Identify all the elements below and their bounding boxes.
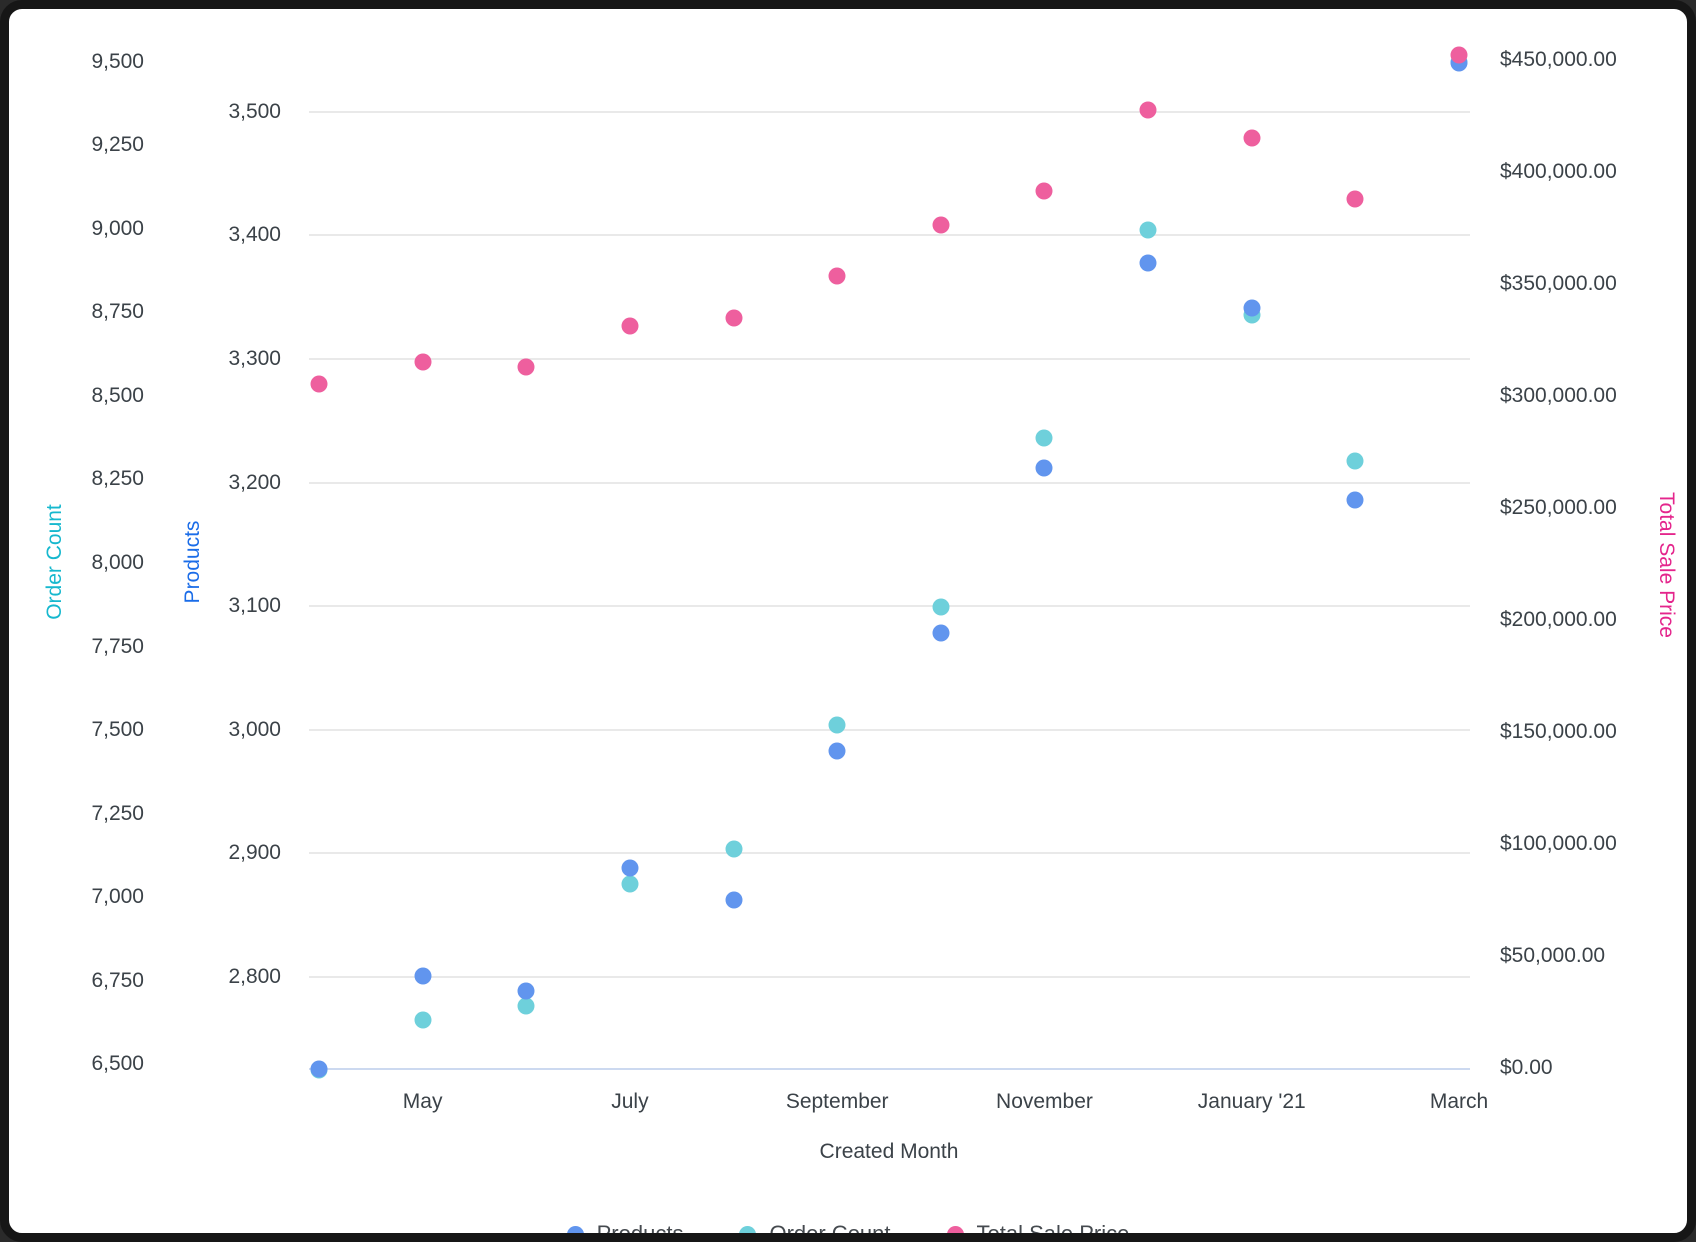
gridline: [309, 481, 1470, 484]
x-tick-label: May: [402, 1090, 443, 1113]
order-count-point[interactable]: [932, 598, 950, 616]
products-tick-label: 3,200: [228, 470, 281, 494]
total-sale-price-tick-label: $50,000.00: [1500, 944, 1606, 967]
chart-legend: Products Order Count Total Sale Price: [9, 1221, 1687, 1242]
legend-swatch-icon: [946, 1225, 964, 1233]
order-count-point[interactable]: [1139, 221, 1157, 239]
products-point[interactable]: [1346, 491, 1364, 509]
total-sale-price-point[interactable]: [310, 375, 328, 393]
order-count-tick-label: 8,750: [91, 300, 144, 324]
products-tick-label: 2,900: [228, 841, 281, 865]
products-point[interactable]: [1035, 459, 1053, 477]
products-point[interactable]: [414, 967, 432, 985]
products-tick-label: 3,400: [228, 223, 281, 247]
x-tick-label: March: [1429, 1090, 1489, 1113]
order-count-point[interactable]: [621, 875, 639, 893]
grid-layer: [9, 9, 1687, 1233]
total-sale-price-point[interactable]: [1035, 182, 1053, 200]
products-tick-label: 3,100: [228, 594, 281, 618]
products-point[interactable]: [1139, 254, 1157, 272]
products-point[interactable]: [621, 859, 639, 877]
order-count-tick-label: 9,500: [91, 49, 144, 73]
x-tick-label: January '21: [1197, 1090, 1306, 1113]
legend-item-order-count[interactable]: Order Count: [739, 1221, 891, 1242]
x-tick-label: September: [785, 1090, 889, 1113]
total-sale-price-point[interactable]: [725, 309, 743, 327]
total-sale-price-point[interactable]: [1139, 101, 1157, 119]
order-count-axis-title: Order Count: [43, 504, 66, 620]
order-count-point[interactable]: [828, 716, 846, 734]
legend-swatch-icon: [739, 1225, 757, 1233]
order-count-tick-label: 7,000: [91, 885, 144, 909]
products-point[interactable]: [932, 624, 950, 642]
order-count-tick-label: 9,250: [91, 133, 144, 157]
total-sale-price-point[interactable]: [932, 216, 950, 234]
products-tick-label: 3,300: [228, 346, 281, 370]
x-axis-line: [309, 1068, 1470, 1070]
products-point[interactable]: [517, 982, 535, 1000]
total-sale-price-point[interactable]: [1450, 46, 1468, 64]
order-count-point[interactable]: [725, 840, 743, 858]
total-sale-price-tick-label: $150,000.00: [1500, 720, 1617, 743]
total-sale-price-tick-label: $450,000.00: [1500, 48, 1617, 71]
legend-swatch-icon: [566, 1225, 584, 1233]
gridline: [309, 728, 1470, 731]
x-tick-label: July: [611, 1090, 649, 1113]
order-count-point[interactable]: [414, 1011, 432, 1029]
legend-label: Products: [596, 1221, 684, 1242]
axis-ticks-layer: 9,500 9,250 9,000 8,750 8,500 8,250 8,000 7,750…: [9, 9, 1687, 1233]
products-point[interactable]: [725, 891, 743, 909]
total-sale-price-point[interactable]: [828, 267, 846, 285]
total-sale-price-point[interactable]: [517, 358, 535, 376]
order-count-tick-label: 8,250: [91, 467, 144, 491]
products-tick-label: 2,800: [228, 965, 281, 989]
order-count-tick-label: 8,500: [91, 383, 144, 407]
total-sale-price-axis-title: Total Sale Price: [1655, 492, 1678, 638]
data-points-layer: [9, 9, 1687, 1233]
order-count-tick-label: 7,500: [91, 718, 144, 742]
total-sale-price-tick-label: $0.00: [1500, 1056, 1553, 1079]
order-count-point[interactable]: [1346, 452, 1364, 470]
x-tick-label: November: [996, 1090, 1093, 1113]
legend-label: Total Sale Price: [976, 1221, 1130, 1242]
products-tick-label: 3,500: [228, 99, 281, 123]
total-sale-price-tick-label: $350,000.00: [1500, 272, 1617, 295]
total-sale-price-point[interactable]: [621, 317, 639, 335]
order-count-tick-label: 7,250: [91, 801, 144, 825]
order-count-tick-label: 9,000: [91, 216, 144, 240]
order-count-point[interactable]: [517, 997, 535, 1015]
order-count-tick-label: 6,500: [91, 1052, 144, 1076]
legend-item-products[interactable]: Products: [566, 1221, 684, 1242]
products-point[interactable]: [828, 742, 846, 760]
total-sale-price-tick-label: $300,000.00: [1500, 384, 1617, 407]
total-sale-price-point[interactable]: [1346, 190, 1364, 208]
products-tick-label: 3,000: [228, 717, 281, 741]
order-count-tick-label: 6,750: [91, 968, 144, 992]
legend-item-total-sale-price[interactable]: Total Sale Price: [946, 1221, 1130, 1242]
gridline: [309, 234, 1470, 237]
total-sale-price-point[interactable]: [414, 353, 432, 371]
total-sale-price-tick-label: $250,000.00: [1500, 496, 1617, 519]
order-count-tick-label: 8,000: [91, 551, 144, 574]
products-point[interactable]: [1243, 299, 1261, 317]
legend-label: Order Count: [769, 1221, 891, 1242]
total-sale-price-tick-label: $100,000.00: [1500, 832, 1617, 855]
total-sale-price-point[interactable]: [1243, 129, 1261, 147]
products-point[interactable]: [310, 1060, 328, 1078]
total-sale-price-tick-label: $200,000.00: [1500, 608, 1617, 631]
gridline: [309, 605, 1470, 608]
x-axis-title: Created Month: [819, 1140, 959, 1163]
gridline: [309, 110, 1470, 113]
gridline: [309, 357, 1470, 360]
gridline: [309, 976, 1470, 979]
total-sale-price-tick-label: $400,000.00: [1500, 160, 1617, 183]
order-count-point[interactable]: [1035, 429, 1053, 447]
gridline: [309, 852, 1470, 855]
order-count-tick-label: 7,750: [91, 634, 144, 658]
products-axis-title: Products: [181, 520, 204, 604]
